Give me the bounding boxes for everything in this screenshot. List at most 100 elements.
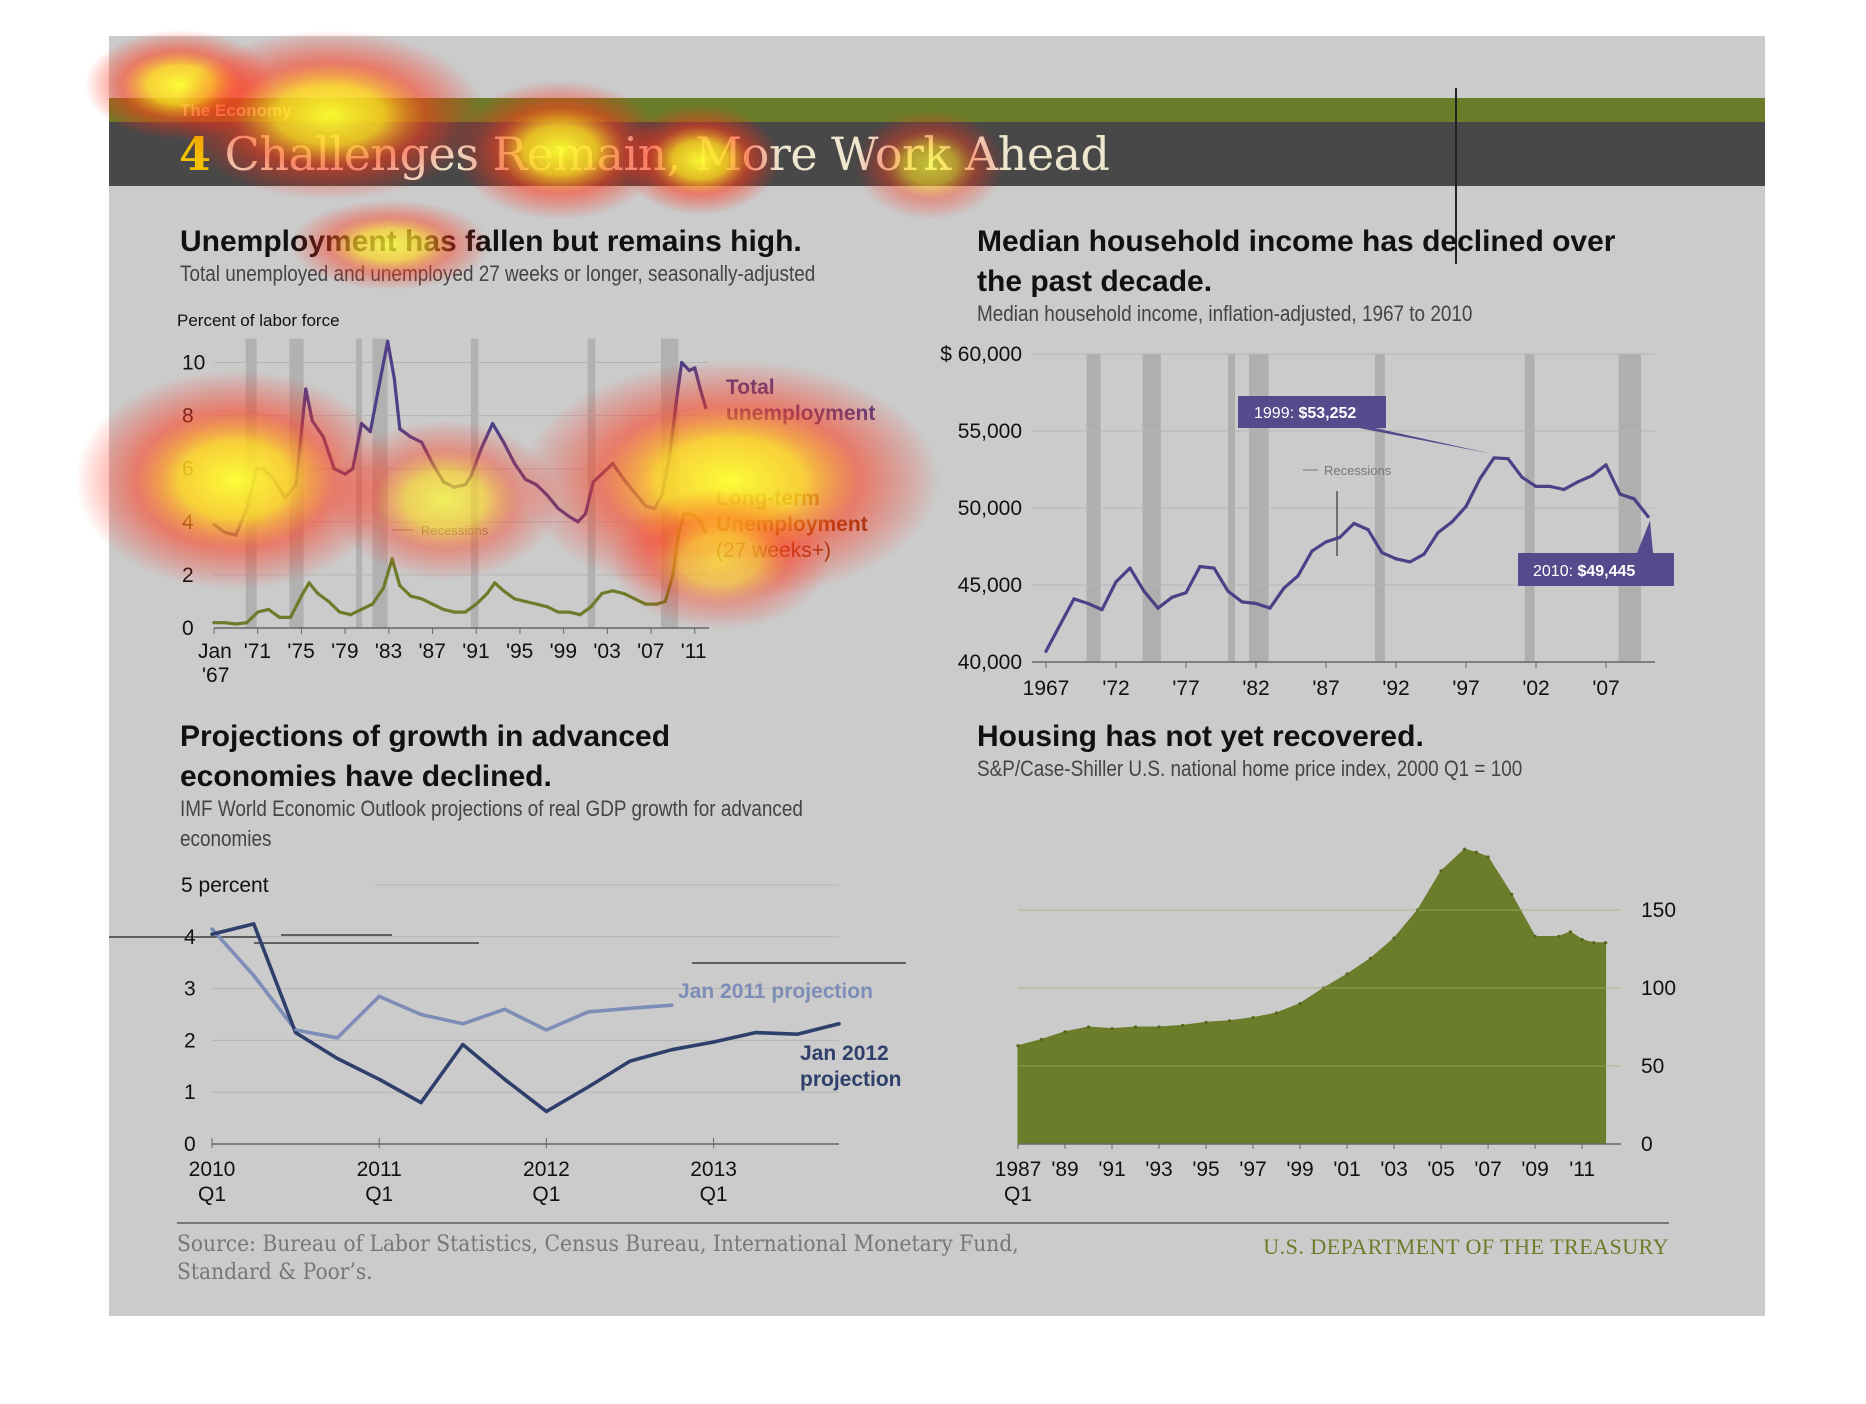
data-point-total [359,422,364,426]
data-point-jan-2012 [377,1077,381,1081]
data-point-income [1506,457,1510,461]
x-tick-label: Q1 [1004,1183,1032,1206]
data-point-home-price [1556,934,1561,939]
x-tick-label: '05 [1427,1158,1454,1181]
callout-peak-pointer [1359,428,1492,454]
data-point-total [212,522,216,527]
callout-peak-box [1238,396,1386,428]
data-point-total [668,453,672,458]
y-axis-label: Percent of labor force [177,311,340,330]
data-point-jan-2012 [628,1059,632,1063]
data-point-total [652,506,656,511]
y-tick-label: 55,000 [958,420,1022,443]
data-point-income [1240,600,1244,604]
data-point-total [392,376,396,381]
y-tick-label: 0 [1641,1133,1653,1156]
callout-last-pointer [1637,520,1653,553]
data-point-total [430,461,435,466]
y-tick-label: 8 [182,405,194,428]
data-point-total [283,496,287,500]
data-point-jan-2011 [210,927,214,931]
data-point-income [1394,557,1398,561]
series-line-median-income [1044,456,1650,653]
data-point-long-term [682,512,686,516]
data-point-long-term [390,557,394,561]
y-tick-label: 6 [182,458,194,481]
x-tick-label: '77 [1172,677,1199,700]
y-tick-label: 10 [182,352,205,375]
data-point-total [223,530,227,535]
data-point-total [556,506,560,511]
data-point-jan-2012 [503,1077,507,1081]
data-point-total [452,485,456,489]
data-point-home-price [1474,850,1478,854]
data-point-income [1534,484,1538,489]
data-point-income [1072,597,1076,601]
y-tick-label: 1 [184,1081,196,1104]
x-tick-label: '03 [593,640,620,663]
income-subtitle: Median household income, inflation-adjus… [977,301,1473,326]
data-point-home-price [1368,956,1373,960]
data-point-total [351,467,355,471]
data-point-total [633,491,637,495]
data-point-long-term [234,622,238,626]
data-point-income [1632,497,1636,501]
data-point-jan-2011 [335,1036,339,1040]
series-label-long-term: Unemployment [716,513,868,536]
footer-divider [177,1222,1669,1224]
data-point-income [1590,474,1594,478]
x-tick-label: '11 [681,640,707,663]
data-point-income [1198,564,1202,569]
data-point-long-term [452,610,456,614]
y-tick-label: 0 [182,617,194,640]
data-point-long-term [676,533,681,537]
x-tick-label: 2013 [690,1158,737,1181]
recession-band [356,338,363,628]
y-tick-label: 2 [184,1029,196,1052]
series-area-home-price-index [1017,848,1607,1145]
x-tick-label: Q1 [365,1183,393,1206]
x-tick-label: '72 [1102,677,1129,700]
x-tick-label: '79 [331,640,358,663]
data-point-income [1086,601,1090,606]
data-point-income [1184,591,1188,595]
data-point-long-term [409,594,413,598]
income-title-line1: Median household income has declined ove… [977,225,1616,258]
x-tick-label: '82 [1242,677,1269,700]
series-label-long-term: (27 weeks+) [716,539,831,562]
y-tick-label: 40,000 [958,651,1022,674]
data-point-income [1604,463,1608,467]
data-point-long-term [223,621,227,625]
x-tick-label: '83 [375,640,402,663]
data-point-jan-2012 [461,1042,465,1047]
data-point-jan-2011 [544,1028,548,1032]
data-point-home-price [1133,1025,1138,1029]
callout-peak-label: 1999: $53,252 [1254,405,1356,422]
data-point-home-price [1039,1037,1044,1042]
x-tick-label: '92 [1382,677,1409,700]
data-point-total [534,483,538,487]
data-point-total [234,533,238,537]
y-tick-label: 50,000 [958,497,1022,520]
x-tick-label: Q1 [700,1183,728,1206]
data-point-jan-2012 [795,1032,799,1036]
data-point-home-price [1592,941,1596,945]
gdp-title-line2: economies have declined. [180,760,552,793]
data-point-jan-2012 [210,932,214,936]
data-point-long-term [430,602,435,606]
data-point-total [398,427,402,431]
data-point-jan-2011 [377,994,381,998]
data-point-total [501,440,506,444]
data-point-jan-2012 [419,1100,423,1105]
y-tick-label: 3 [184,978,196,1001]
recession-band [245,338,257,628]
data-point-home-price [1274,1011,1279,1015]
data-point-home-price [1110,1026,1114,1031]
data-point-total [698,387,702,391]
data-point-long-term [622,591,626,596]
data-point-total [304,387,308,391]
data-point-income [1142,589,1146,593]
data-point-jan-2012 [335,1056,339,1061]
x-tick-label: 1967 [1023,677,1070,700]
x-tick-label: '91 [1098,1158,1125,1181]
